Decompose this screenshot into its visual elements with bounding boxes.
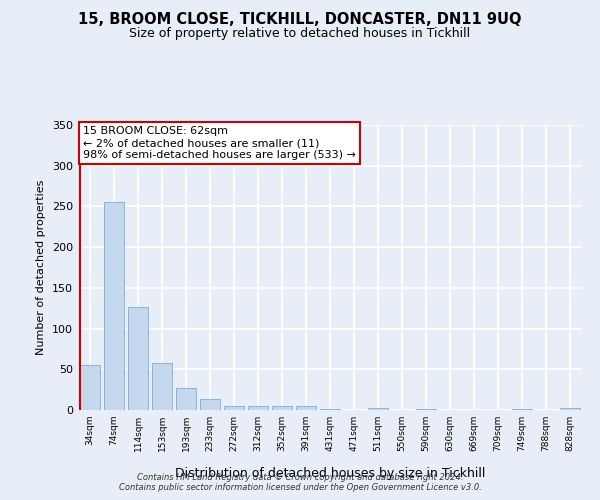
Bar [152,363,172,410]
Bar [176,388,196,410]
Bar [248,406,268,410]
Text: 15, BROOM CLOSE, TICKHILL, DONCASTER, DN11 9UQ: 15, BROOM CLOSE, TICKHILL, DONCASTER, DN… [78,12,522,28]
Bar [104,202,124,410]
Bar [320,409,340,410]
Bar [416,409,436,410]
Text: Distribution of detached houses by size in Tickhill: Distribution of detached houses by size … [175,467,485,480]
Bar [200,400,220,410]
Text: Size of property relative to detached houses in Tickhill: Size of property relative to detached ho… [130,28,470,40]
Bar [224,406,244,410]
Bar [128,306,148,410]
Text: 15 BROOM CLOSE: 62sqm
← 2% of detached houses are smaller (11)
98% of semi-detac: 15 BROOM CLOSE: 62sqm ← 2% of detached h… [83,126,356,160]
Bar [368,408,388,410]
Text: Contains HM Land Registry data © Crown copyright and database right 2024.
Contai: Contains HM Land Registry data © Crown c… [119,473,481,492]
Bar [560,408,580,410]
Bar [512,409,532,410]
Bar [296,406,316,410]
Y-axis label: Number of detached properties: Number of detached properties [37,180,46,355]
Bar [272,406,292,410]
Bar [80,365,100,410]
